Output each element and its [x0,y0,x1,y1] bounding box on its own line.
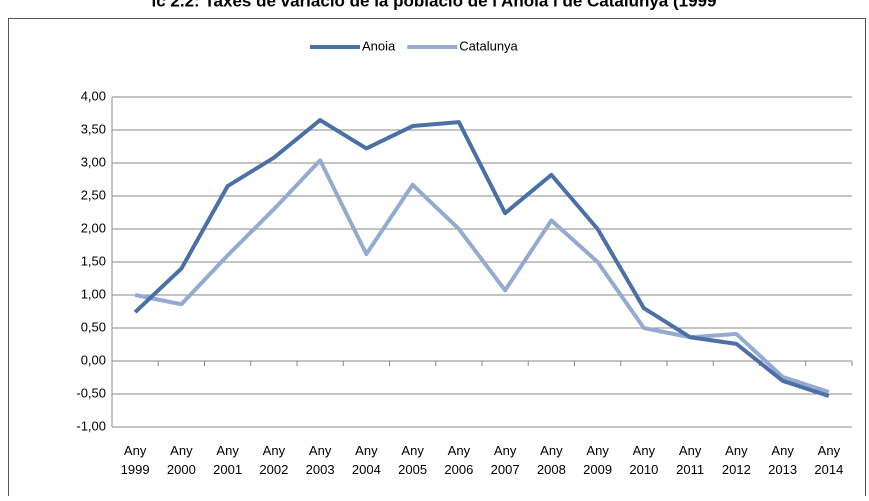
x-tick-label: Any 2007 [491,443,520,477]
x-tick-label: Any 2010 [629,443,658,477]
x-tick-label: Any 2004 [352,443,381,477]
y-tick-label: -1,00 [76,418,106,433]
x-tick-label: Any 2013 [768,443,797,477]
x-tick-label: Any 2002 [259,443,288,477]
chart-border [8,18,866,499]
legend-label: Catalunya [459,38,518,53]
y-tick-label: 0,00 [81,352,106,367]
y-tick-label: 3,00 [81,154,106,169]
x-tick-label: Any 2005 [398,443,427,477]
y-tick-label: 1,50 [81,253,106,268]
x-tick-label: Any 1999 [121,443,150,477]
chart-title: ic 2.2: Taxes de variació de la població… [152,0,717,10]
legend-label: Anoia [362,38,396,53]
y-tick-label: 0,50 [81,319,106,334]
y-tick-label: 2,00 [81,220,106,235]
y-tick-label: -0,50 [76,385,106,400]
series-line [134,158,830,394]
x-tick-label: Any 2011 [676,443,704,477]
y-tick-label: 4,00 [81,88,106,103]
series-line [133,118,830,398]
x-tick-label: Any 2003 [306,443,335,477]
x-tick-label: Any 2006 [444,443,473,477]
x-tick-label: Any 2000 [167,443,196,477]
y-tick-label: 1,00 [81,286,106,301]
x-tick-label: Any 2009 [583,443,612,477]
y-tick-label: 3,50 [81,121,106,136]
x-tick-label: Any 2001 [213,443,242,477]
y-tick-label: 2,50 [81,187,106,202]
x-tick-label: Any 2008 [537,443,566,477]
x-tick-label: Any 2014 [814,443,843,477]
x-tick-label: Any 2012 [722,443,751,477]
